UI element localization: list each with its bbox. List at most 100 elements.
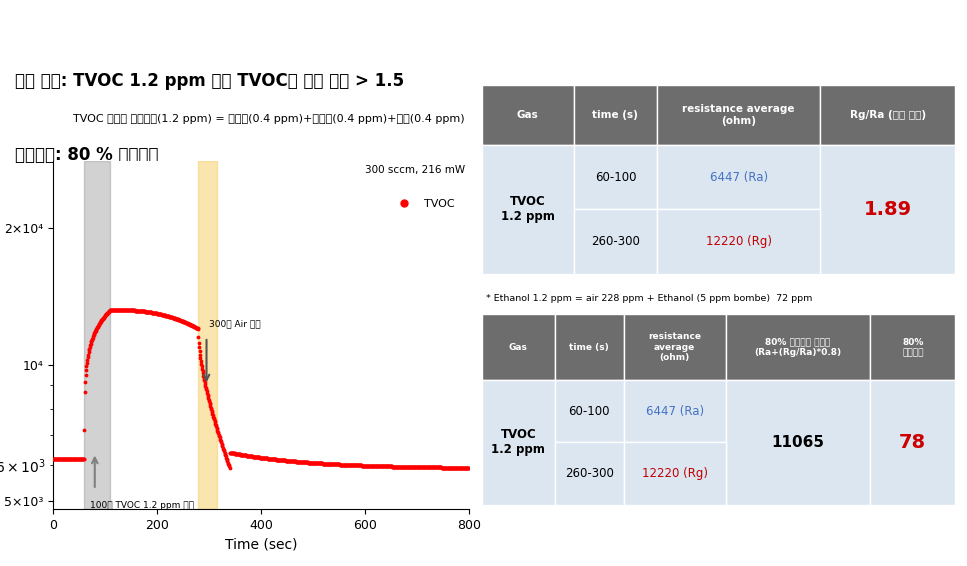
Point [361,461,376,470]
Point [137,307,153,316]
Point [364,461,379,470]
Point [451,463,466,472]
Point [108,305,124,314]
Point [234,451,249,460]
Point [186,321,201,331]
Point [210,427,225,436]
Point [459,464,475,473]
Point [104,305,120,314]
Point [392,462,407,471]
Point [458,464,474,473]
FancyBboxPatch shape [624,380,725,443]
Text: TVOC 센서의 검출하한(1.2 ppm) = 자일렌(0.4 ppm)+톨루엔(0.4 ppm)+벤젠(0.4 ppm): TVOC 센서의 검출하한(1.2 ppm) = 자일렌(0.4 ppm)+톨루… [73,114,464,123]
Point [151,309,166,318]
Point [243,452,258,461]
FancyBboxPatch shape [555,443,624,505]
Point [179,319,194,328]
Point [430,463,446,472]
Point [359,461,374,470]
Point [396,462,412,471]
Point [445,463,460,472]
Point [48,454,64,464]
Point [382,462,397,471]
Point [379,462,395,471]
Point [286,457,302,466]
Point [144,308,160,317]
Point [363,461,378,470]
Point [176,318,191,327]
Point [425,463,441,472]
Point [266,454,281,464]
Point [239,451,254,460]
Point [373,462,389,471]
Point [134,307,150,316]
Point [131,306,146,315]
Point [345,461,361,470]
Point [83,338,99,347]
Point [208,419,223,428]
Point [99,310,114,319]
Point [265,454,280,464]
Point [282,456,298,465]
Point [157,311,172,320]
Point [191,342,207,351]
Point [172,316,188,325]
Point [235,451,250,460]
Point [425,463,441,472]
Point [165,313,181,322]
Point [316,459,332,468]
Point [408,462,424,471]
Point [280,456,296,465]
Point [206,415,221,424]
Point [401,462,417,471]
Point [413,462,428,471]
Point [220,456,235,465]
Point [356,461,371,470]
Point [343,461,359,470]
Point [75,454,91,464]
Point [448,463,463,472]
Point [310,458,326,468]
Point [50,454,66,464]
Text: resistance average
(ohm): resistance average (ohm) [683,104,795,126]
Point [423,463,438,472]
Point [353,461,368,470]
Point [294,457,309,466]
Text: 12220 (Rg): 12220 (Rg) [706,235,772,248]
Point [170,315,186,324]
Point [295,457,310,466]
Point [421,463,436,472]
Point [71,454,86,464]
Point [170,315,186,324]
Point [328,460,343,469]
Point [110,305,126,314]
Point [303,458,318,467]
Point [106,305,122,314]
FancyBboxPatch shape [482,380,555,505]
Point [446,463,461,472]
Point [329,460,344,469]
Point [193,356,209,365]
Point [323,460,338,469]
Point [350,461,366,470]
Point [399,462,415,471]
Point [77,387,93,396]
Point [199,387,215,396]
Point [296,457,311,466]
Point [241,451,256,460]
Point [354,461,369,470]
Point [57,454,73,464]
Point [94,316,109,325]
Point [174,316,190,325]
Point [148,309,163,318]
Point [154,310,169,319]
Text: Rg/Ra (가스 감도): Rg/Ra (가스 감도) [850,110,926,120]
FancyBboxPatch shape [624,314,725,380]
Point [390,462,405,471]
Point [271,455,286,464]
Point [259,454,275,463]
Point [221,463,237,472]
Point [140,307,156,316]
Point [363,461,378,470]
Point [92,319,107,328]
